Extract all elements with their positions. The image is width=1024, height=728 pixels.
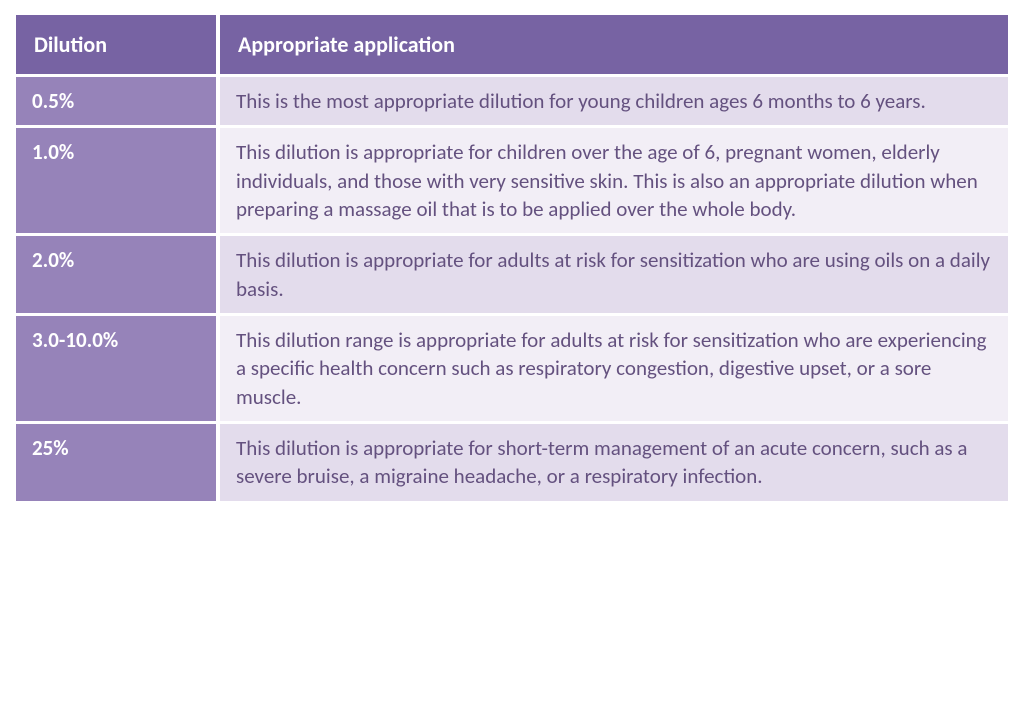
table-row: 0.5% This is the most appropriate diluti… — [16, 77, 1008, 125]
cell-application: This dilution range is appropriate for a… — [220, 316, 1008, 421]
table-header-row: Dilution Appropriate application — [16, 15, 1008, 74]
cell-application: This dilution is appropriate for childre… — [220, 128, 1008, 233]
dilution-table: Dilution Appropriate application 0.5% Th… — [12, 12, 1012, 504]
cell-application: This is the most appropriate dilution fo… — [220, 77, 1008, 125]
cell-dilution: 3.0-10.0% — [16, 316, 216, 421]
cell-application: This dilution is appropriate for adults … — [220, 236, 1008, 313]
cell-dilution: 0.5% — [16, 77, 216, 125]
cell-application: This dilution is appropriate for short-t… — [220, 424, 1008, 501]
table-row: 2.0% This dilution is appropriate for ad… — [16, 236, 1008, 313]
header-dilution: Dilution — [16, 15, 216, 74]
table-row: 1.0% This dilution is appropriate for ch… — [16, 128, 1008, 233]
header-application: Appropriate application — [220, 15, 1008, 74]
table-row: 3.0-10.0% This dilution range is appropr… — [16, 316, 1008, 421]
cell-dilution: 1.0% — [16, 128, 216, 233]
table-row: 25% This dilution is appropriate for sho… — [16, 424, 1008, 501]
cell-dilution: 2.0% — [16, 236, 216, 313]
cell-dilution: 25% — [16, 424, 216, 501]
